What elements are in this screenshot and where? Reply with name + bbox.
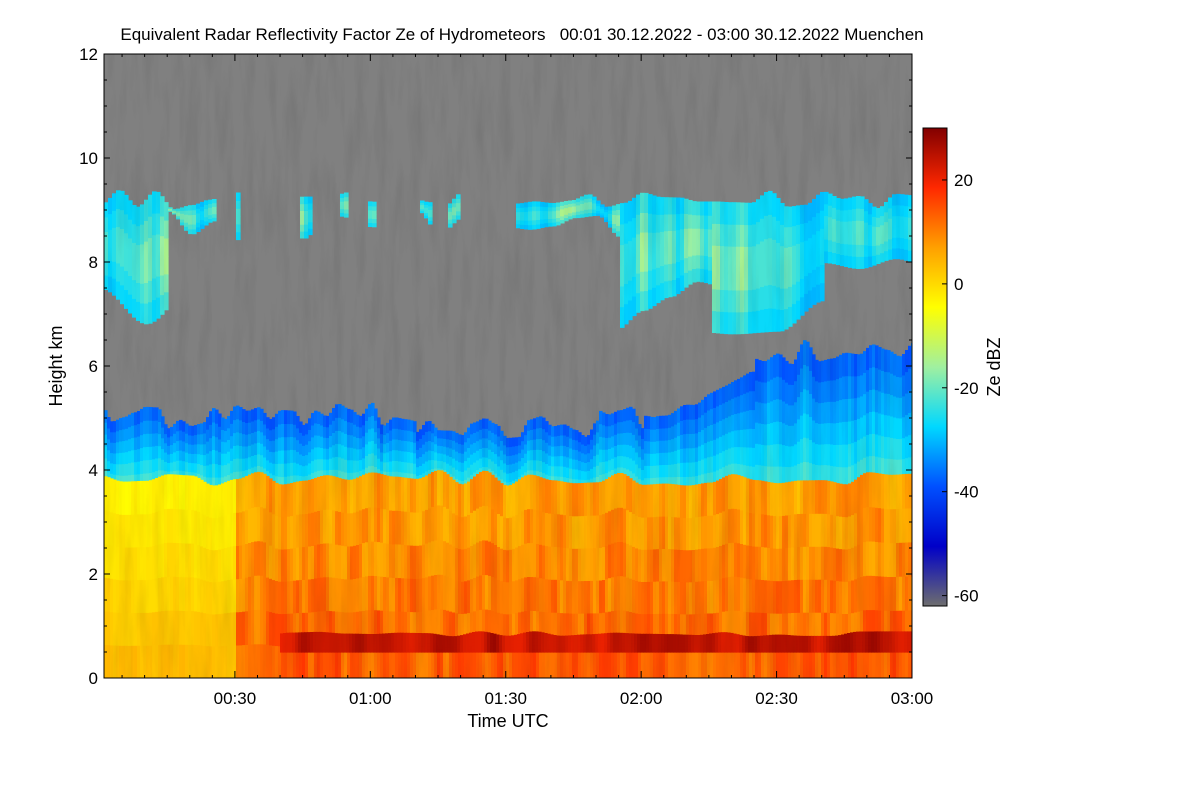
plot-area (104, 54, 912, 678)
chart-title: Equivalent Radar Reflectivity Factor Ze … (120, 25, 923, 44)
reflectivity-field (104, 54, 912, 678)
